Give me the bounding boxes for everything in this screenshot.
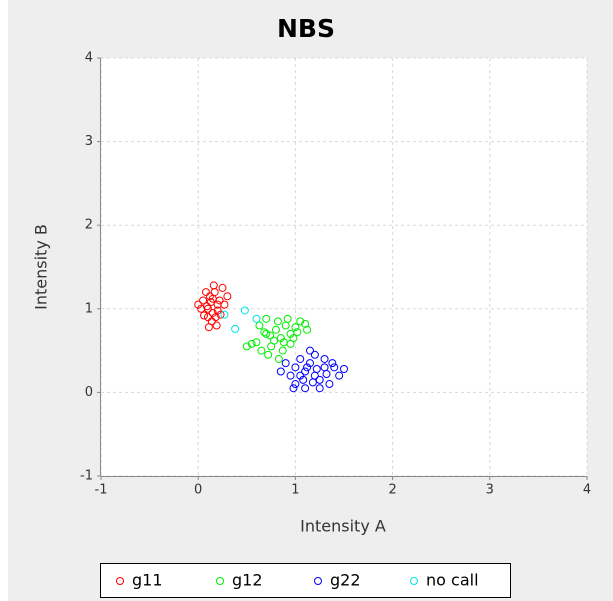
point bbox=[299, 375, 308, 384]
point bbox=[201, 288, 210, 297]
point bbox=[303, 325, 312, 334]
point bbox=[335, 371, 344, 380]
plot-area bbox=[101, 58, 587, 476]
point bbox=[220, 300, 229, 309]
y-tick-label: 1 bbox=[85, 301, 93, 316]
legend-label: g11 bbox=[132, 571, 163, 590]
legend-marker bbox=[410, 577, 418, 585]
point bbox=[223, 292, 232, 301]
point bbox=[296, 317, 305, 326]
y-tick-label: 3 bbox=[85, 134, 93, 149]
point bbox=[202, 302, 211, 311]
point bbox=[199, 296, 208, 305]
point bbox=[291, 323, 300, 332]
point bbox=[303, 363, 312, 372]
point bbox=[293, 328, 302, 337]
point bbox=[262, 329, 271, 338]
x-tick-label: 1 bbox=[291, 483, 299, 498]
point bbox=[289, 384, 298, 393]
legend bbox=[100, 563, 511, 598]
point bbox=[278, 346, 287, 355]
point bbox=[301, 319, 310, 328]
point bbox=[271, 325, 280, 334]
y-tick-label: 4 bbox=[85, 51, 93, 66]
point bbox=[310, 350, 319, 359]
point bbox=[274, 354, 283, 363]
point bbox=[273, 317, 282, 326]
point bbox=[264, 350, 273, 359]
y-axis-label: Intensity B bbox=[32, 224, 51, 310]
point bbox=[242, 342, 251, 351]
point bbox=[286, 371, 295, 380]
point bbox=[330, 363, 339, 372]
point bbox=[315, 375, 324, 384]
point bbox=[301, 384, 310, 393]
legend-marker bbox=[314, 577, 322, 585]
point bbox=[291, 380, 300, 389]
point bbox=[220, 310, 229, 319]
legend-label: no call bbox=[426, 571, 479, 590]
point bbox=[252, 338, 261, 347]
point bbox=[322, 370, 331, 379]
point bbox=[266, 331, 275, 340]
point bbox=[312, 364, 321, 373]
point bbox=[340, 364, 348, 373]
point bbox=[194, 300, 203, 309]
point bbox=[305, 359, 314, 368]
point bbox=[240, 306, 249, 315]
point bbox=[276, 367, 285, 376]
point bbox=[255, 321, 264, 330]
y-tick-label: -1 bbox=[80, 469, 93, 484]
chart-title: NBS bbox=[277, 14, 335, 43]
point bbox=[283, 314, 292, 323]
left-strip bbox=[0, 0, 8, 601]
point bbox=[218, 283, 227, 292]
legend-marker bbox=[116, 577, 124, 585]
point bbox=[315, 384, 324, 393]
point bbox=[305, 346, 314, 355]
x-tick-label: 0 bbox=[194, 483, 202, 498]
y-tick-label: 2 bbox=[85, 218, 93, 233]
point bbox=[325, 380, 334, 389]
point bbox=[286, 339, 295, 348]
point bbox=[260, 328, 269, 337]
x-tick-label: 4 bbox=[583, 483, 591, 498]
point bbox=[301, 367, 310, 376]
point bbox=[291, 363, 300, 372]
point bbox=[208, 294, 217, 303]
point bbox=[296, 354, 305, 363]
point bbox=[276, 334, 285, 343]
point bbox=[231, 324, 240, 333]
point bbox=[216, 310, 225, 319]
point bbox=[204, 323, 213, 332]
point bbox=[262, 314, 271, 323]
point bbox=[296, 371, 305, 380]
y-tick-label: 0 bbox=[85, 385, 93, 400]
point bbox=[247, 339, 256, 348]
point bbox=[270, 336, 279, 345]
point bbox=[252, 314, 261, 323]
x-axis-label: Intensity A bbox=[300, 517, 386, 536]
legend-label: g22 bbox=[330, 571, 361, 590]
x-tick-label: 2 bbox=[388, 483, 396, 498]
point bbox=[281, 359, 290, 368]
point bbox=[257, 346, 266, 355]
x-tick-label: 3 bbox=[486, 483, 494, 498]
point bbox=[328, 359, 337, 368]
legend-marker bbox=[216, 577, 224, 585]
legend-label: g12 bbox=[232, 571, 263, 590]
point bbox=[203, 313, 212, 322]
point bbox=[320, 354, 329, 363]
point bbox=[208, 308, 217, 317]
point bbox=[212, 321, 221, 330]
point bbox=[200, 311, 209, 320]
point bbox=[308, 378, 317, 387]
point bbox=[213, 306, 222, 315]
point bbox=[209, 281, 218, 290]
x-tick-label: -1 bbox=[95, 483, 108, 498]
